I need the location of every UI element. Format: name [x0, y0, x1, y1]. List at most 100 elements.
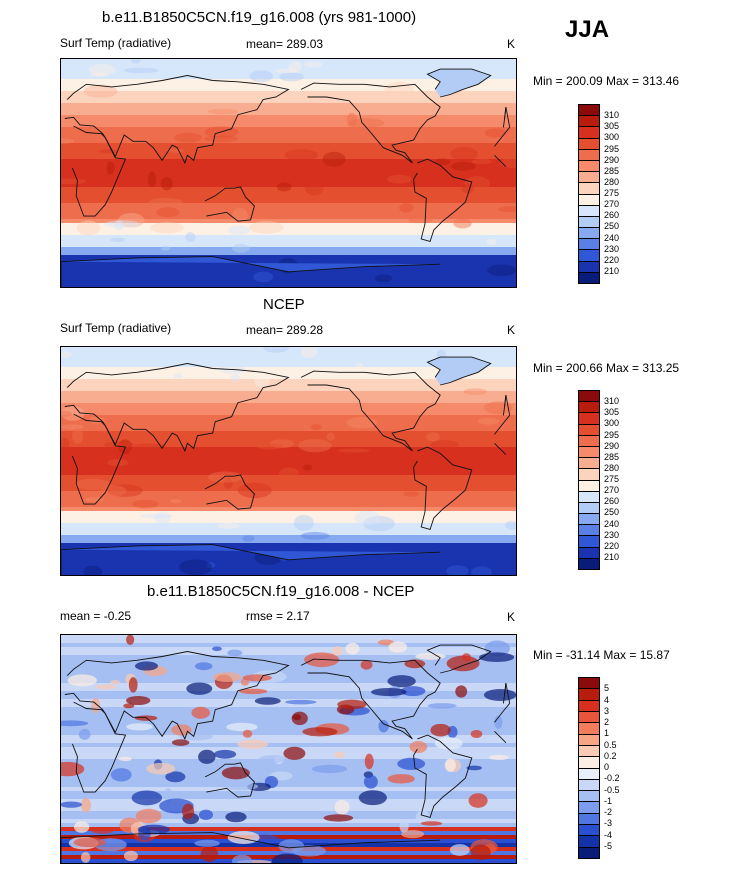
colorbar-swatch	[579, 847, 599, 858]
colorbar-label: 260	[604, 210, 620, 221]
colorbar-swatch	[579, 250, 599, 262]
colorbar-label: 250	[604, 507, 620, 518]
colorbar-swatch	[579, 160, 599, 173]
colorbar-swatch	[579, 446, 599, 459]
colorbar-swatch	[579, 547, 599, 559]
colorbar-label: 5	[604, 683, 610, 694]
colorbar-label: 285	[604, 165, 620, 176]
colorbar-swatch	[579, 558, 599, 569]
colorbar-label: 290	[604, 440, 620, 451]
panel3-minmax: Min = -31.14 Max = 15.87	[533, 648, 670, 662]
colorbar-swatch	[579, 700, 599, 712]
panel2-units: K	[507, 323, 516, 337]
colorbar-swatch	[579, 678, 599, 690]
panel2-left-label: Surf Temp (radiative)	[60, 321, 172, 335]
colorbar-label: 240	[604, 232, 620, 243]
colorbar-label: -4	[604, 829, 613, 840]
colorbar-label: -2	[604, 807, 613, 817]
colorbar-swatch	[579, 105, 599, 117]
colorbar-swatch	[579, 172, 599, 184]
colorbar-swatch	[579, 525, 599, 537]
panel3-map	[60, 634, 517, 864]
colorbar-swatch	[579, 502, 599, 515]
colorbar-label: 295	[604, 429, 620, 440]
colorbar-label: 305	[604, 121, 620, 132]
colorbar-label: 0	[604, 762, 610, 772]
colorbar-label: 285	[604, 451, 620, 462]
colorbar-label: 1	[604, 728, 610, 739]
colorbar-label: 260	[604, 496, 620, 507]
panel2-colorbar	[578, 390, 600, 570]
panel1-mean: mean= 289.03	[246, 37, 324, 51]
panel2-title: NCEP	[263, 296, 305, 313]
colorbar-label: -1	[604, 795, 613, 806]
panel1-left-label: Surf Temp (radiative)	[60, 36, 172, 50]
colorbar-label: 240	[604, 518, 620, 529]
panel3-mean: mean = -0.25	[60, 609, 132, 623]
colorbar-swatch	[579, 391, 599, 403]
colorbar-swatch	[579, 480, 599, 492]
colorbar-swatch	[579, 424, 599, 436]
colorbar-label: -0.5	[604, 784, 620, 795]
colorbar-label: 0.2	[604, 750, 617, 761]
panel3-title: b.e11.B1850C5CN.f19_g16.008 - NCEP	[147, 583, 415, 600]
colorbar-label: 230	[604, 243, 620, 254]
colorbar-swatch	[579, 734, 599, 746]
colorbar-label: 280	[604, 462, 620, 473]
colorbar-swatch	[579, 402, 599, 414]
panel2-map	[60, 346, 517, 576]
colorbar-label: -0.2	[604, 773, 620, 784]
colorbar-label: 270	[604, 485, 620, 496]
colorbar-swatch	[579, 825, 599, 837]
colorbar-swatch	[579, 514, 599, 526]
panel2-mean: mean= 289.28	[246, 323, 324, 337]
colorbar-swatch	[579, 435, 599, 447]
colorbar-swatch	[579, 813, 599, 826]
colorbar-swatch	[579, 779, 599, 792]
panel1-title: b.e11.B1850C5CN.f19_g16.008 (yrs 981-100…	[102, 9, 417, 26]
colorbar-swatch	[579, 689, 599, 701]
colorbar-swatch	[579, 149, 599, 161]
colorbar-label: 4	[604, 694, 610, 705]
colorbar-label: 295	[604, 143, 620, 154]
colorbar-swatch	[579, 138, 599, 150]
colorbar-label: 210	[604, 551, 620, 562]
colorbar-label: 220	[604, 540, 620, 551]
colorbar-swatch	[579, 239, 599, 251]
colorbar-swatch	[579, 194, 599, 206]
colorbar-swatch	[579, 536, 599, 548]
colorbar-swatch	[579, 757, 599, 769]
colorbar-label: 0.5	[604, 739, 617, 750]
panel1-colorbar	[578, 104, 600, 284]
colorbar-label: -3	[604, 818, 613, 829]
colorbar-label: 3	[604, 705, 610, 716]
colorbar-swatch	[579, 491, 599, 503]
colorbar-label: 310	[604, 396, 620, 407]
colorbar-label: 270	[604, 199, 620, 210]
colorbar-swatch	[579, 458, 599, 470]
colorbar-label: 230	[604, 529, 620, 540]
colorbar-swatch	[579, 261, 599, 273]
colorbar-label: 250	[604, 221, 620, 232]
panel3-rmse: rmse = 2.17	[246, 609, 310, 623]
colorbar-swatch	[579, 723, 599, 735]
panel3-colorbar	[578, 677, 600, 859]
colorbar-label: 310	[604, 110, 620, 121]
colorbar-label: 275	[604, 474, 620, 484]
colorbar-swatch	[579, 745, 599, 758]
panel1-map	[60, 58, 517, 288]
panel1-minmax: Min = 200.09 Max = 313.46	[533, 74, 680, 88]
colorbar-swatch	[579, 216, 599, 229]
colorbar-swatch	[579, 469, 599, 481]
colorbar-swatch	[579, 768, 599, 780]
colorbar-swatch	[579, 272, 599, 283]
colorbar-swatch	[579, 127, 599, 139]
colorbar-label: 210	[604, 265, 620, 276]
colorbar-swatch	[579, 802, 599, 814]
colorbar-swatch	[579, 205, 599, 217]
colorbar-label: 220	[604, 254, 620, 265]
colorbar-swatch	[579, 791, 599, 803]
colorbar-label: 305	[604, 407, 620, 418]
colorbar-label: 290	[604, 154, 620, 165]
colorbar-label: 280	[604, 176, 620, 187]
